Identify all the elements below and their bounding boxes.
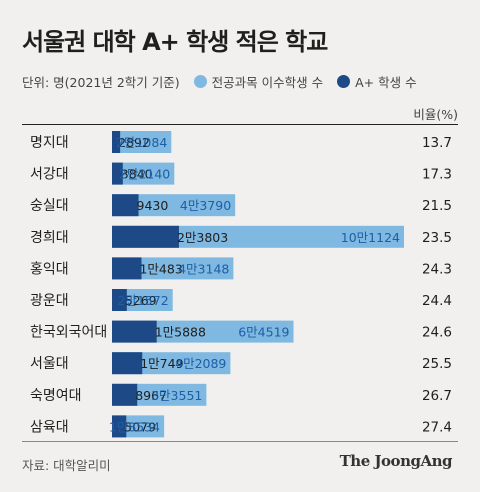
legend-label-major: 전공과목 이수학생 수 [211, 75, 324, 90]
ratio-value: 23.5 [422, 230, 452, 246]
value-label-aplus: 8967 [135, 388, 167, 403]
category-label: 경희대 [30, 230, 69, 246]
value-label-major: 2만2140 [119, 167, 170, 182]
value-label-aplus: 5269 [125, 293, 157, 308]
source-note: 자료: 대학알리미 [22, 458, 111, 473]
legend-swatch-major [193, 75, 207, 88]
legend-label-aplus: A+ 학생 수 [355, 75, 417, 90]
category-label: 숭실대 [30, 198, 69, 214]
ratio-value: 24.6 [422, 325, 452, 341]
category-label: 한국외국어대 [30, 325, 107, 341]
bar-aplus-students [112, 352, 143, 375]
ratio-value: 13.7 [422, 135, 452, 151]
bar-aplus-students [112, 289, 127, 311]
value-label-aplus: 1만5888 [155, 325, 206, 340]
ratio-value: 24.4 [422, 293, 452, 309]
bar-aplus-students [112, 194, 139, 217]
bar-aplus-students [112, 225, 179, 248]
bar-major-students [112, 131, 172, 153]
ratio-value: 21.5 [422, 198, 452, 214]
value-label-aplus: 9430 [137, 198, 169, 213]
category-label: 명지대 [30, 135, 69, 151]
brand-logo: The JoongAng [339, 452, 453, 470]
value-label-major: 4만3790 [180, 198, 231, 213]
category-label: 서강대 [30, 167, 69, 183]
legend: 단위: 명(2021년 2학기 기준) 전공과목 이수학생 수 A+ 학생 수 [22, 72, 417, 91]
chart-title: 서울권 대학 A+ 학생 적은 학교 [22, 28, 328, 56]
category-label: 삼육대 [30, 419, 69, 435]
value-label-aplus: 1만749 [140, 356, 183, 371]
unit-label: 단위: 명(2021년 2학기 기준) [22, 75, 180, 90]
value-label-major: 4만3148 [178, 261, 229, 276]
value-label-major: 10만1124 [341, 230, 400, 245]
bar-aplus-students [112, 415, 127, 438]
bar-major-students [112, 225, 404, 248]
category-label: 홍익대 [30, 261, 69, 277]
value-label-major: 2만1572 [117, 293, 168, 308]
bar-major-students [112, 320, 294, 343]
ratio-value: 27.4 [422, 419, 452, 435]
bar-aplus-students [112, 383, 138, 406]
value-label-major: 3만3551 [151, 388, 202, 403]
category-label: 서울대 [30, 356, 69, 372]
value-label-major: 2만1084 [116, 135, 167, 150]
value-label-aplus: 3840 [121, 167, 153, 182]
top-rule [22, 124, 458, 125]
bar-major-students [112, 194, 236, 217]
category-label: 광운대 [30, 293, 69, 309]
value-label-aplus: 1만483 [139, 261, 182, 276]
bar-aplus-students [112, 257, 142, 280]
bar-aplus-students [112, 131, 121, 153]
bottom-rule [22, 441, 458, 442]
ratio-value: 24.3 [422, 261, 452, 277]
bar-major-students [112, 289, 173, 311]
bar-aplus-students [112, 162, 123, 185]
bar-major-students [112, 257, 234, 280]
bar-aplus-students [112, 320, 157, 343]
value-label-aplus: 2만3803 [177, 230, 228, 245]
value-label-major: 6만4519 [238, 325, 289, 340]
value-label-major: 4만2089 [175, 356, 226, 371]
ratio-value: 25.5 [422, 356, 452, 372]
legend-swatch-aplus [337, 75, 351, 88]
value-label-aplus: 5079 [124, 419, 156, 434]
value-label-major: 1만8534 [109, 419, 160, 434]
category-label: 숙명여대 [30, 388, 82, 404]
value-label-aplus: 2892 [118, 135, 150, 150]
ratio-header: 비율(%) [413, 107, 458, 122]
ratio-value: 26.7 [422, 388, 452, 404]
ratio-value: 17.3 [422, 167, 452, 183]
bar-major-students [112, 162, 175, 185]
